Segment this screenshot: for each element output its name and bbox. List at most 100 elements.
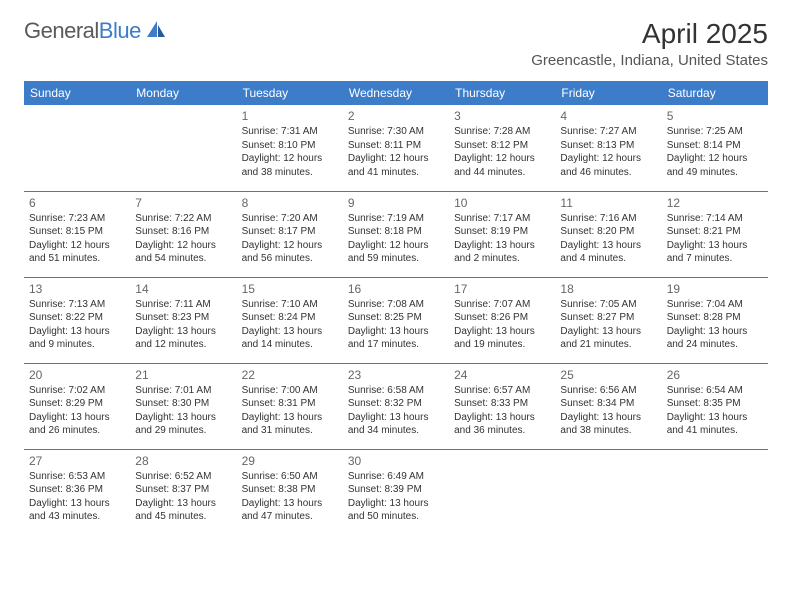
day-number: 5: [667, 108, 763, 124]
day-header: Thursday: [449, 81, 555, 105]
sunset-line: Sunset: 8:17 PM: [242, 225, 338, 239]
daylight-line: Daylight: 12 hours and 41 minutes.: [348, 152, 444, 179]
day-number: 18: [560, 281, 656, 297]
daylight-line: Daylight: 13 hours and 45 minutes.: [135, 497, 231, 524]
sunrise-line: Sunrise: 7:22 AM: [135, 212, 231, 226]
sunset-line: Sunset: 8:35 PM: [667, 397, 763, 411]
calendar-cell: 21Sunrise: 7:01 AMSunset: 8:30 PMDayligh…: [130, 363, 236, 449]
sunrise-line: Sunrise: 7:17 AM: [454, 212, 550, 226]
sunset-line: Sunset: 8:23 PM: [135, 311, 231, 325]
daylight-line: Daylight: 12 hours and 49 minutes.: [667, 152, 763, 179]
logo-text: GeneralBlue: [24, 18, 141, 44]
sunset-line: Sunset: 8:26 PM: [454, 311, 550, 325]
day-number: 23: [348, 367, 444, 383]
calendar-cell: 15Sunrise: 7:10 AMSunset: 8:24 PMDayligh…: [237, 277, 343, 363]
sunrise-line: Sunrise: 6:49 AM: [348, 470, 444, 484]
sunset-line: Sunset: 8:29 PM: [29, 397, 125, 411]
sunrise-line: Sunrise: 7:00 AM: [242, 384, 338, 398]
header: GeneralBlue April 2025 Greencastle, Indi…: [24, 18, 768, 69]
sunrise-line: Sunrise: 6:53 AM: [29, 470, 125, 484]
day-number: 2: [348, 108, 444, 124]
calendar-cell: 2Sunrise: 7:30 AMSunset: 8:11 PMDaylight…: [343, 105, 449, 191]
calendar-cell: 6Sunrise: 7:23 AMSunset: 8:15 PMDaylight…: [24, 191, 130, 277]
sunrise-line: Sunrise: 6:50 AM: [242, 470, 338, 484]
sunset-line: Sunset: 8:19 PM: [454, 225, 550, 239]
calendar-cell: 16Sunrise: 7:08 AMSunset: 8:25 PMDayligh…: [343, 277, 449, 363]
daylight-line: Daylight: 13 hours and 50 minutes.: [348, 497, 444, 524]
sunrise-line: Sunrise: 7:28 AM: [454, 125, 550, 139]
sunrise-line: Sunrise: 6:56 AM: [560, 384, 656, 398]
day-number: 7: [135, 195, 231, 211]
day-number: 17: [454, 281, 550, 297]
day-header: Tuesday: [237, 81, 343, 105]
calendar-cell: 14Sunrise: 7:11 AMSunset: 8:23 PMDayligh…: [130, 277, 236, 363]
calendar-cell: 26Sunrise: 6:54 AMSunset: 8:35 PMDayligh…: [662, 363, 768, 449]
sunrise-line: Sunrise: 7:08 AM: [348, 298, 444, 312]
calendar-cell: 25Sunrise: 6:56 AMSunset: 8:34 PMDayligh…: [555, 363, 661, 449]
day-number: 19: [667, 281, 763, 297]
day-number: 3: [454, 108, 550, 124]
calendar-cell: 28Sunrise: 6:52 AMSunset: 8:37 PMDayligh…: [130, 449, 236, 535]
calendar-cell: 30Sunrise: 6:49 AMSunset: 8:39 PMDayligh…: [343, 449, 449, 535]
calendar-cell: 7Sunrise: 7:22 AMSunset: 8:16 PMDaylight…: [130, 191, 236, 277]
sunrise-line: Sunrise: 7:14 AM: [667, 212, 763, 226]
daylight-line: Daylight: 13 hours and 19 minutes.: [454, 325, 550, 352]
calendar-cell: [662, 449, 768, 535]
calendar-cell: 22Sunrise: 7:00 AMSunset: 8:31 PMDayligh…: [237, 363, 343, 449]
daylight-line: Daylight: 12 hours and 46 minutes.: [560, 152, 656, 179]
logo-text-gray: General: [24, 18, 99, 43]
sunrise-line: Sunrise: 7:27 AM: [560, 125, 656, 139]
sunset-line: Sunset: 8:36 PM: [29, 483, 125, 497]
calendar-cell: 27Sunrise: 6:53 AMSunset: 8:36 PMDayligh…: [24, 449, 130, 535]
daylight-line: Daylight: 13 hours and 4 minutes.: [560, 239, 656, 266]
daylight-line: Daylight: 12 hours and 51 minutes.: [29, 239, 125, 266]
daylight-line: Daylight: 13 hours and 26 minutes.: [29, 411, 125, 438]
sunset-line: Sunset: 8:22 PM: [29, 311, 125, 325]
day-number: 29: [242, 453, 338, 469]
daylight-line: Daylight: 13 hours and 34 minutes.: [348, 411, 444, 438]
day-header: Monday: [130, 81, 236, 105]
sunset-line: Sunset: 8:11 PM: [348, 139, 444, 153]
calendar-cell: 20Sunrise: 7:02 AMSunset: 8:29 PMDayligh…: [24, 363, 130, 449]
day-number: 12: [667, 195, 763, 211]
sunset-line: Sunset: 8:21 PM: [667, 225, 763, 239]
calendar-cell: 1Sunrise: 7:31 AMSunset: 8:10 PMDaylight…: [237, 105, 343, 191]
calendar-body: 1Sunrise: 7:31 AMSunset: 8:10 PMDaylight…: [24, 105, 768, 535]
sunrise-line: Sunrise: 7:02 AM: [29, 384, 125, 398]
sunset-line: Sunset: 8:37 PM: [135, 483, 231, 497]
daylight-line: Daylight: 13 hours and 36 minutes.: [454, 411, 550, 438]
logo-text-blue: Blue: [99, 18, 141, 43]
daylight-line: Daylight: 12 hours and 56 minutes.: [242, 239, 338, 266]
day-number: 26: [667, 367, 763, 383]
month-title: April 2025: [531, 18, 768, 50]
calendar-cell: 5Sunrise: 7:25 AMSunset: 8:14 PMDaylight…: [662, 105, 768, 191]
daylight-line: Daylight: 13 hours and 2 minutes.: [454, 239, 550, 266]
daylight-line: Daylight: 13 hours and 38 minutes.: [560, 411, 656, 438]
daylight-line: Daylight: 13 hours and 29 minutes.: [135, 411, 231, 438]
sunset-line: Sunset: 8:16 PM: [135, 225, 231, 239]
day-number: 21: [135, 367, 231, 383]
sunset-line: Sunset: 8:34 PM: [560, 397, 656, 411]
day-number: 8: [242, 195, 338, 211]
sunset-line: Sunset: 8:27 PM: [560, 311, 656, 325]
calendar-cell: 23Sunrise: 6:58 AMSunset: 8:32 PMDayligh…: [343, 363, 449, 449]
day-number: 22: [242, 367, 338, 383]
daylight-line: Daylight: 13 hours and 7 minutes.: [667, 239, 763, 266]
sunrise-line: Sunrise: 7:30 AM: [348, 125, 444, 139]
sunrise-line: Sunrise: 7:04 AM: [667, 298, 763, 312]
day-number: 24: [454, 367, 550, 383]
day-number: 1: [242, 108, 338, 124]
day-number: 30: [348, 453, 444, 469]
sunrise-line: Sunrise: 7:13 AM: [29, 298, 125, 312]
calendar-cell: 10Sunrise: 7:17 AMSunset: 8:19 PMDayligh…: [449, 191, 555, 277]
sunrise-line: Sunrise: 6:57 AM: [454, 384, 550, 398]
sunrise-line: Sunrise: 7:05 AM: [560, 298, 656, 312]
calendar-cell: 9Sunrise: 7:19 AMSunset: 8:18 PMDaylight…: [343, 191, 449, 277]
sunrise-line: Sunrise: 7:25 AM: [667, 125, 763, 139]
sail-icon: [145, 19, 167, 44]
day-header: Wednesday: [343, 81, 449, 105]
sunset-line: Sunset: 8:25 PM: [348, 311, 444, 325]
sunset-line: Sunset: 8:18 PM: [348, 225, 444, 239]
sunset-line: Sunset: 8:12 PM: [454, 139, 550, 153]
sunset-line: Sunset: 8:28 PM: [667, 311, 763, 325]
